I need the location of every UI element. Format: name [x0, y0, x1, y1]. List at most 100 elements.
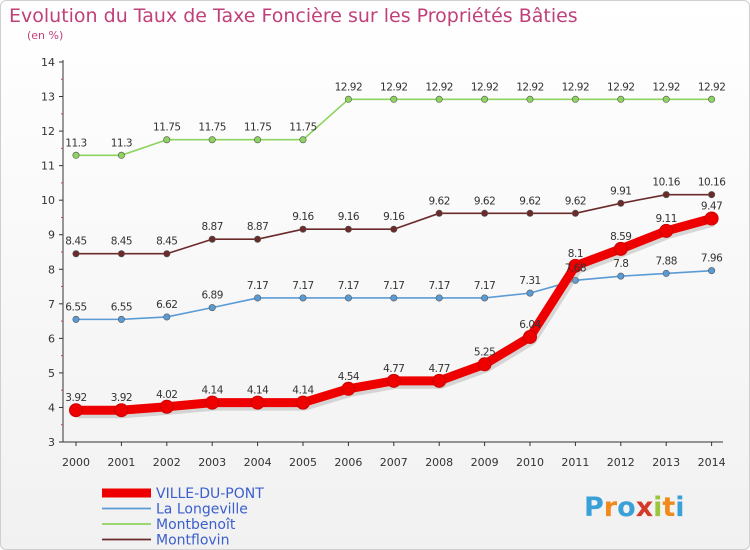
- data-point: [163, 136, 171, 144]
- y-tick-label: 6: [48, 332, 55, 345]
- y-tick-label: 8: [48, 263, 55, 276]
- data-label: 7.17: [338, 280, 359, 292]
- x-tick-label: 2007: [380, 456, 408, 469]
- data-label: 11.75: [153, 122, 181, 134]
- data-point: [481, 294, 489, 302]
- data-point: [526, 209, 534, 217]
- data-label: 8.45: [111, 236, 132, 248]
- x-tick-label: 2010: [516, 456, 544, 469]
- data-label: 9.16: [292, 211, 314, 223]
- data-point: [208, 235, 216, 243]
- data-point: [344, 95, 352, 103]
- data-point: [117, 250, 125, 258]
- y-tick-label: 9: [48, 229, 55, 242]
- data-label: 7.17: [474, 280, 495, 292]
- data-label: 6.55: [111, 301, 132, 313]
- data-label: 9.62: [429, 195, 450, 207]
- data-point: [481, 95, 489, 103]
- y-tick-label: 13: [41, 91, 55, 104]
- data-label: 9.47: [701, 200, 722, 212]
- data-label: 7.17: [383, 280, 404, 292]
- y-tick-label: 10: [41, 194, 55, 207]
- data-label: 7.68: [565, 262, 586, 274]
- data-label: 11.75: [289, 122, 317, 134]
- data-label: 11.75: [244, 122, 272, 134]
- data-point: [708, 191, 716, 199]
- x-tick-label: 2006: [334, 456, 362, 469]
- data-point: [69, 403, 83, 418]
- data-label: 12.92: [380, 81, 408, 93]
- data-label: 8.87: [247, 221, 268, 233]
- y-tick-label: 7: [48, 298, 55, 311]
- data-label: 9.16: [338, 211, 360, 223]
- data-label: 7.17: [292, 280, 313, 292]
- y-tick-label: 12: [41, 125, 55, 138]
- data-label: 7.31: [519, 275, 540, 287]
- data-label: 11.3: [111, 137, 132, 149]
- data-label: 8.59: [610, 231, 631, 243]
- data-point: [72, 315, 80, 323]
- data-label: 12.92: [425, 81, 453, 93]
- data-point: [159, 399, 174, 414]
- data-label: 4.54: [338, 371, 360, 383]
- data-point: [117, 315, 125, 323]
- data-label: 9.16: [383, 211, 405, 223]
- y-tick-label: 11: [41, 160, 55, 173]
- data-label: 3.92: [65, 392, 86, 404]
- data-label: 6.55: [65, 301, 86, 313]
- proxiti-logo: Proxiti: [584, 492, 685, 523]
- y-tick-label: 4: [48, 401, 55, 414]
- logo-letter: i: [653, 492, 663, 523]
- data-label: 12.92: [607, 81, 635, 93]
- data-label: 4.14: [292, 385, 314, 397]
- x-tick-label: 2000: [62, 456, 90, 469]
- data-point: [250, 395, 265, 410]
- data-point: [390, 95, 398, 103]
- data-label: 7.17: [429, 280, 450, 292]
- data-label: 12.92: [652, 81, 680, 93]
- data-point: [481, 209, 489, 217]
- data-point: [526, 289, 534, 297]
- x-tick-label: 2013: [652, 456, 680, 469]
- data-point: [344, 294, 352, 302]
- data-point: [390, 225, 398, 233]
- data-point: [571, 209, 579, 217]
- data-point: [523, 329, 537, 344]
- data-point: [72, 250, 80, 258]
- data-label: 9.91: [610, 185, 631, 197]
- data-point: [114, 403, 129, 418]
- x-tick-label: 2003: [198, 456, 226, 469]
- data-label: 6.89: [202, 290, 223, 302]
- data-label: 7.8: [613, 258, 628, 270]
- data-label: 8.87: [202, 221, 223, 233]
- data-point: [704, 211, 719, 226]
- data-point: [254, 136, 262, 144]
- data-point: [435, 209, 443, 217]
- data-label: 7.88: [656, 255, 677, 267]
- data-point: [662, 269, 670, 277]
- x-tick-label: 2011: [561, 456, 589, 469]
- data-point: [163, 313, 171, 321]
- data-point: [662, 95, 670, 103]
- data-point: [617, 272, 625, 280]
- data-label: 11.75: [198, 122, 226, 134]
- data-point: [659, 223, 674, 238]
- data-point: [386, 373, 401, 388]
- data-label: 12.92: [335, 81, 363, 93]
- data-point: [435, 294, 443, 302]
- data-point: [341, 381, 356, 396]
- logo-letter: r: [603, 492, 618, 523]
- data-point: [117, 151, 125, 159]
- x-tick-label: 2002: [153, 456, 181, 469]
- data-label: 6.04: [519, 319, 541, 331]
- data-point: [163, 250, 171, 258]
- data-label: 8.1: [568, 248, 583, 260]
- data-label: 7.96: [701, 253, 723, 265]
- x-tick-label: 2001: [107, 456, 135, 469]
- data-point: [708, 267, 716, 275]
- data-label: 5.25: [474, 346, 495, 358]
- x-tick-label: 2008: [425, 456, 453, 469]
- data-label: 10.16: [652, 177, 680, 189]
- data-point: [571, 95, 579, 103]
